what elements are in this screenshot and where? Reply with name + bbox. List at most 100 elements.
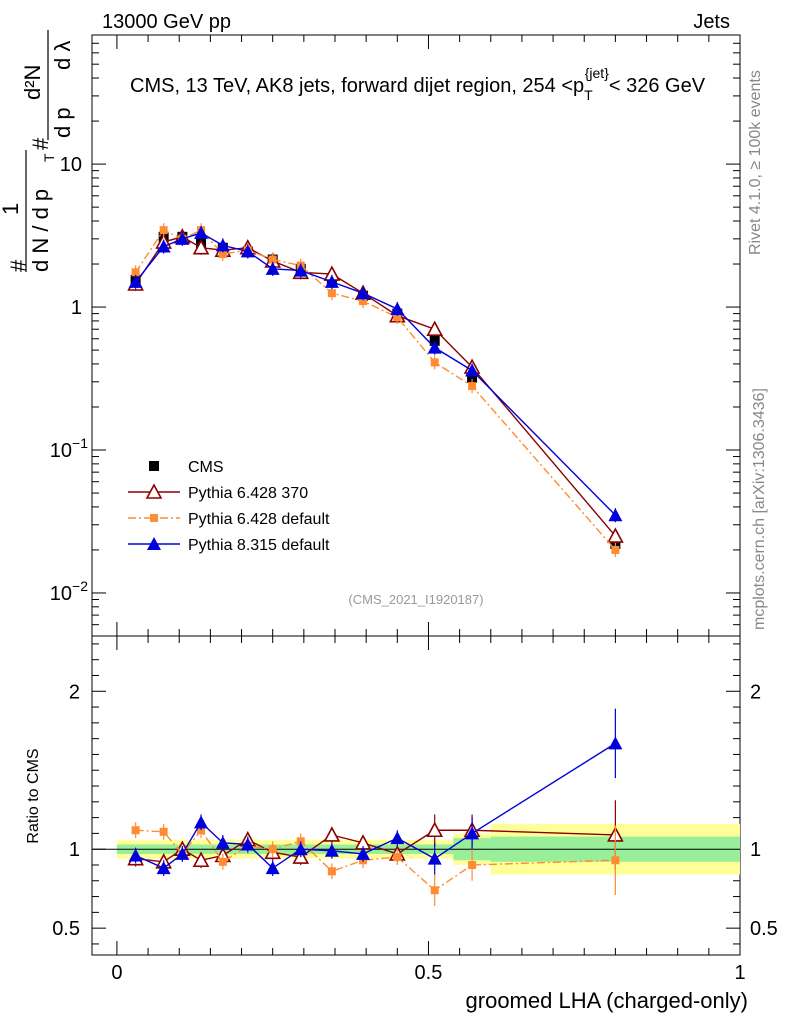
data-point (359, 297, 368, 306)
data-point (194, 225, 209, 239)
y-tick-label: 10 (60, 154, 82, 176)
ylabel-dl: d λ (50, 41, 75, 70)
header-right: Jets (693, 11, 730, 33)
ylabel-hash2: # (28, 137, 53, 150)
ratio-y-tick-label-right: 2 (750, 681, 761, 703)
ratio-data-point (218, 857, 227, 866)
ratio-data-point (194, 815, 209, 829)
data-point (215, 238, 230, 252)
data-point (324, 274, 339, 288)
ratio-plot-content (92, 708, 740, 907)
data-point (393, 313, 402, 322)
x-tick-label: 0.5 (415, 962, 443, 984)
data-point (390, 301, 405, 315)
y-tick-exp: −2 (72, 578, 88, 594)
legend-label: CMS (188, 459, 224, 476)
data-point (192, 239, 210, 255)
y-tick-exp: −1 (72, 435, 88, 451)
legend-marker (150, 514, 158, 522)
data-point (327, 289, 336, 298)
legend: CMS Pythia 6.428 370 Pythia 6.428 default P… (128, 459, 330, 554)
ratio-data-point (608, 736, 623, 750)
y-tick-base: 10 (50, 440, 72, 462)
ratio-data-point (611, 856, 620, 865)
x-tick-label: 0 (111, 962, 122, 984)
ratio-data-point (323, 826, 341, 842)
title-sup: {jet} (585, 65, 609, 81)
ratio-frame-rect (91, 635, 741, 956)
mcplots-label: mcplots.cern.ch [arXiv:1306.3436] (751, 388, 768, 630)
ratio-data-point (427, 851, 442, 865)
ratio-series-pythia-8-315-default (128, 708, 623, 877)
ratio-data-point (265, 861, 280, 875)
y-tick-base: 10 (50, 583, 72, 605)
data-point (265, 261, 280, 275)
main-plot-content (127, 223, 624, 557)
ratio-y-tick-label: 1 (69, 839, 80, 861)
ratio-data-point (327, 867, 336, 876)
ratio-data-point (324, 843, 339, 857)
series-pythia-6-428-default (131, 223, 620, 557)
data-point (426, 320, 444, 337)
data-point (268, 255, 277, 264)
legend-marker (149, 461, 159, 471)
ratio-data-point (192, 851, 210, 868)
ratio-data-point (468, 860, 477, 869)
ratio-y-tick-label-right: 0.5 (750, 918, 778, 940)
ratio-y-tick-label: 2 (69, 681, 80, 703)
legend-marker (145, 483, 163, 499)
ratio-data-point (128, 848, 143, 862)
title-pre: CMS, 13 TeV, AK8 jets, forward dijet reg… (130, 75, 584, 97)
data-point (159, 226, 168, 235)
ylabel-dpT: d p (50, 107, 75, 138)
ylabel-hash: # (6, 259, 31, 272)
series-pythia-8-315-default (128, 225, 623, 523)
data-point (240, 244, 255, 258)
ratio-plot-frame: 0 0.5 10.5 0.51 12 2 (52, 635, 778, 984)
ratio-data-point (156, 861, 171, 875)
ylabel-one: 1 (0, 203, 23, 215)
y-tick-label: 10−2 (50, 578, 88, 605)
title-sub: T (584, 87, 593, 103)
data-point (131, 268, 140, 277)
ratio-data-point (175, 846, 190, 860)
ylabel-d2N: d²N (20, 65, 45, 100)
watermark: (CMS_2021_I1920187) (348, 592, 483, 607)
ratio-data-point (430, 886, 439, 895)
legend-label: Pythia 6.428 370 (188, 485, 308, 502)
data-point (467, 372, 478, 383)
main-y-axis-label: # 1 d N / d p T # d²N d p d λ (0, 30, 75, 272)
ratio-data-point (131, 826, 140, 835)
y-tick-label: 10−1 (50, 435, 88, 462)
data-point (611, 545, 620, 554)
ratio-series-line (135, 829, 616, 892)
ratio-data-point (159, 827, 168, 836)
data-point (156, 239, 171, 253)
data-point (175, 231, 190, 245)
ratio-data-point (268, 845, 277, 854)
series-cms (130, 229, 621, 552)
ratio-data-point (390, 831, 405, 845)
data-point (427, 340, 442, 354)
x-axis-label: groomed LHA (charged-only) (466, 988, 748, 1013)
ylabel-dN: d N / d p (28, 189, 53, 272)
legend-label: Pythia 6.428 default (188, 511, 330, 528)
ratio-data-point (356, 846, 371, 860)
rivet-label: Rivet 4.1.0, ≥ 100k events (747, 70, 764, 255)
x-tick-label: 1 (734, 962, 745, 984)
title-post: < 326 GeV (609, 75, 706, 97)
ratio-y-tick-label-right: 1 (750, 839, 761, 861)
data-point (465, 363, 480, 377)
ylabel-pt-sub: T (41, 153, 57, 162)
ratio-data-point (215, 835, 230, 849)
data-point (430, 358, 439, 367)
legend-label: Pythia 8.315 default (188, 537, 330, 554)
ratio-data-point (426, 821, 444, 838)
data-point (608, 508, 623, 522)
data-point (128, 274, 143, 288)
ratio-data-point (293, 842, 308, 856)
plot-title: CMS, 13 TeV, AK8 jets, forward dijet reg… (130, 65, 706, 103)
data-point (468, 382, 477, 391)
ratio-y-tick-label: 0.5 (52, 918, 80, 940)
